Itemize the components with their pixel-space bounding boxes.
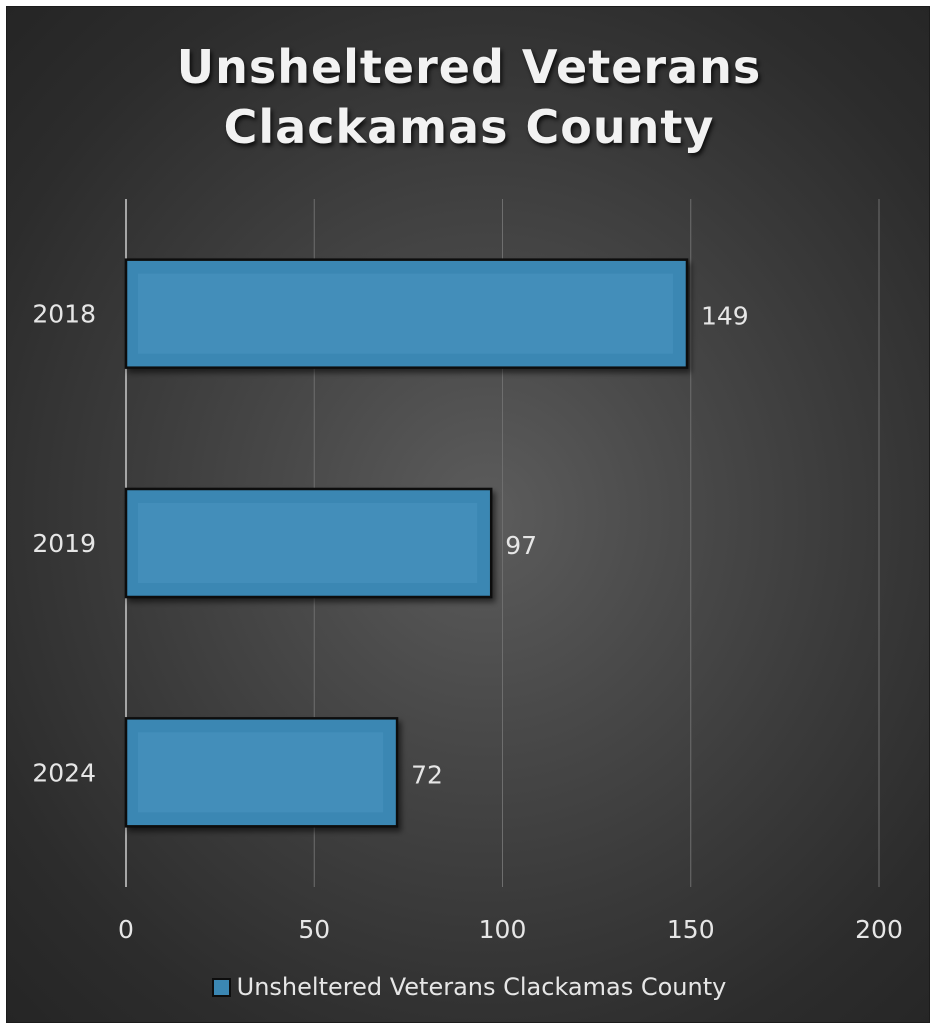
bar-highlight [138, 273, 673, 354]
bar-highlight [138, 503, 478, 583]
x-tick-label: 100 [479, 915, 527, 944]
chart-legend: Unsheltered Veterans Clackamas County [7, 973, 929, 1001]
x-tick-label: 200 [855, 915, 903, 944]
category-label: 2019 [32, 529, 96, 558]
bar-group [124, 717, 399, 828]
x-tick-label: 50 [298, 915, 330, 944]
bar-chart-plot: 0 50 100 150 200 2018 149 2019 97 2024 72 [32, 199, 903, 944]
bar-highlight [138, 732, 384, 813]
data-label: 149 [701, 302, 749, 331]
x-tick-label: 0 [118, 915, 134, 944]
data-label: 97 [505, 531, 537, 560]
chart-title: Unsheltered Veterans Clackamas County [7, 37, 929, 157]
legend-label: Unsheltered Veterans Clackamas County [236, 973, 727, 1001]
data-label: 72 [411, 760, 443, 789]
x-tick-label: 150 [667, 915, 715, 944]
category-label: 2018 [32, 300, 96, 329]
bar-group [124, 487, 493, 599]
legend-swatch [211, 977, 231, 997]
category-label: 2024 [32, 758, 96, 787]
chart-area: Unsheltered Veterans Clackamas County 0 5… [6, 6, 930, 1023]
chart-title-line-1: Unsheltered Veterans [176, 40, 762, 94]
chart-title-line-2: Clackamas County [223, 100, 715, 154]
bar-group [124, 258, 689, 369]
